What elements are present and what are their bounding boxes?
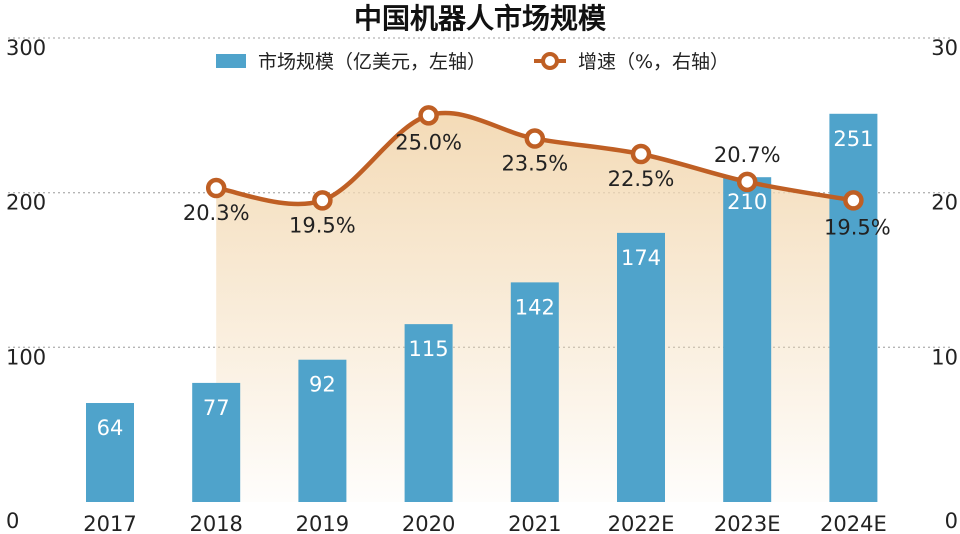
left-axis-tick-label: 300 <box>6 36 46 60</box>
bar-value-label: 115 <box>409 337 449 361</box>
legend-line-label: 增速（%，右轴） <box>578 51 729 73</box>
growth-value-label: 22.5% <box>608 167 675 191</box>
bar-value-label: 174 <box>621 246 661 270</box>
growth-marker <box>312 190 333 211</box>
growth-value-label: 19.5% <box>289 213 356 237</box>
growth-value-label: 20.7% <box>714 143 781 167</box>
x-axis-category-label: 2023E <box>714 512 781 534</box>
chart-title: 中国机器人市场规模 <box>354 2 607 35</box>
bar-2024E <box>829 113 878 502</box>
legend-line-marker <box>541 52 559 70</box>
x-axis-category-label: 2020 <box>402 512 455 534</box>
right-axis-tick-label: 0 <box>945 509 958 533</box>
growth-marker <box>630 143 652 165</box>
bar-2017 <box>86 403 134 502</box>
legend: 市场规模（亿美元，左轴） 增速（%，右轴） <box>216 51 729 73</box>
x-axis-category-label: 2018 <box>189 512 242 534</box>
bars: 64 77 92 115 142 174 210 251 <box>86 113 878 502</box>
bar-2020 <box>404 324 453 502</box>
bar-2021 <box>510 282 559 502</box>
left-axis-tick-label: 200 <box>6 191 46 215</box>
growth-marker <box>524 128 546 149</box>
growth-line: 20.3% 19.5% 25.0% 23.5% 22.5% 20.7% 19.5% <box>183 105 891 239</box>
legend-bar-swatch <box>216 54 246 68</box>
bar-2022E <box>617 232 665 502</box>
bar-value-label: 77 <box>203 396 230 420</box>
right-axis-tick-label: 10 <box>931 345 958 369</box>
x-axis-category-label: 2017 <box>83 512 136 534</box>
bar-value-label: 251 <box>833 127 873 151</box>
bar-value-label: 64 <box>97 416 124 440</box>
growth-value-label: 19.5% <box>824 215 891 239</box>
x-axis-category-label: 2021 <box>508 512 561 534</box>
axes: 0 100 200 300 0 10 20 30 2017 2018 2019 2020 2021 202… <box>6 36 958 534</box>
bar-value-label: 142 <box>515 295 555 319</box>
x-axis-category-label: 2022E <box>608 512 675 534</box>
x-axis-category-label: 2019 <box>296 512 349 534</box>
left-axis-tick-label: 0 <box>6 509 19 533</box>
x-axis-category-label: 2024E <box>820 512 887 534</box>
growth-value-label: 20.3% <box>183 201 250 225</box>
bar-2019 <box>298 359 347 502</box>
growth-value-label: 23.5% <box>501 152 568 176</box>
growth-marker <box>418 105 439 126</box>
bar-value-label: 210 <box>727 190 767 214</box>
left-axis-tick-label: 100 <box>6 345 46 369</box>
legend-bar-label: 市场规模（亿美元，左轴） <box>258 51 486 73</box>
growth-marker <box>205 177 227 199</box>
bar-2023E <box>723 177 772 502</box>
growth-value-label: 25.0% <box>395 130 462 154</box>
bar-2018 <box>192 382 241 502</box>
bar-value-label: 92 <box>309 373 336 397</box>
growth-marker <box>736 171 758 193</box>
right-axis-tick-label: 20 <box>931 191 958 215</box>
growth-marker <box>843 190 864 211</box>
right-axis-tick-label: 30 <box>931 36 958 60</box>
